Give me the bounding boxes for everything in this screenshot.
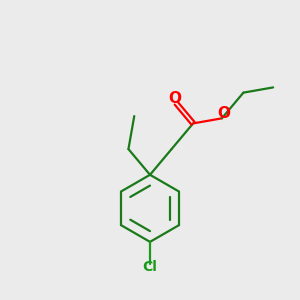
Text: O: O xyxy=(217,106,230,121)
Text: Cl: Cl xyxy=(142,260,158,274)
Text: O: O xyxy=(168,91,181,106)
